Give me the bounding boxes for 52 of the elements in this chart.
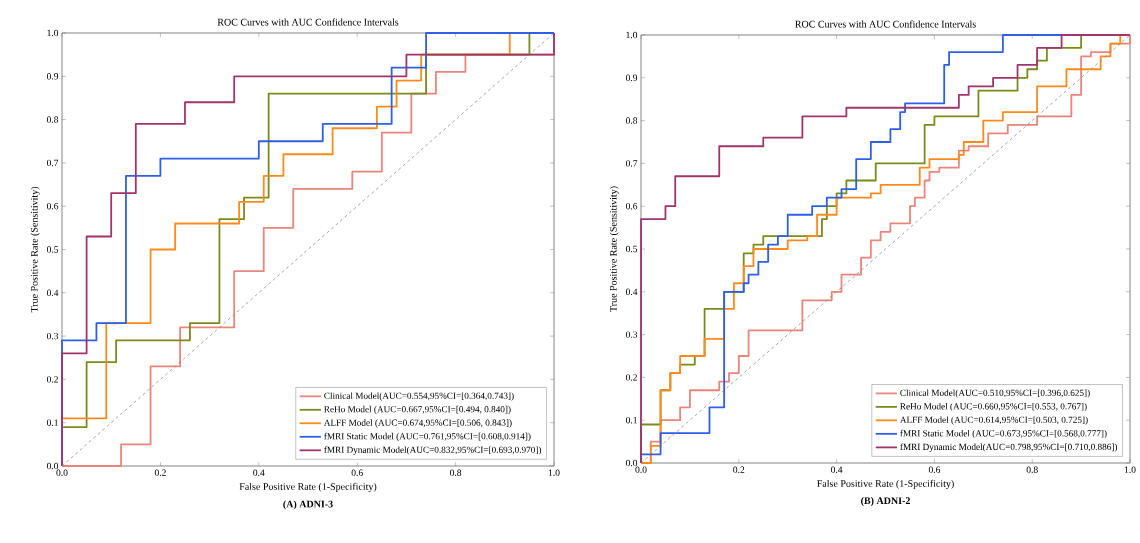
y-tick-label: 0.1 <box>625 416 637 424</box>
x-tick-label: 0.6 <box>351 469 363 476</box>
y-tick-label: 0.2 <box>625 374 637 381</box>
y-tick-label: 0.7 <box>46 159 59 167</box>
legend-label: ReHo Model (AUC=0.660,95%CI=[0.553, 0.767]) <box>900 402 1087 412</box>
legend-label: ALFF Model (AUC=0.614,95%CI=[0.503, 0.725]) <box>899 416 1088 425</box>
y-axis-title: True Positive Rate (Sensitivity) <box>609 186 619 312</box>
y-tick-label: 0.8 <box>46 116 59 123</box>
y-tick-label: 0.4 <box>625 288 638 296</box>
y-axis-title: True Positive Rate (Sensitivity) <box>30 186 40 313</box>
y-tick-label: 0.0 <box>625 459 638 467</box>
y-tick-label: 0.2 <box>46 376 58 383</box>
text: (B) ADNI-2 <box>861 496 910 507</box>
y-tick-label: 0.6 <box>625 202 638 210</box>
x-tick-label: 0.2 <box>154 469 166 476</box>
chart-title: ROC Curves with AUC Confidence Intervals <box>795 20 976 28</box>
y-tick-label: 1.0 <box>626 31 638 39</box>
line-series <box>61 32 555 467</box>
x-axis-title: False Positive Rate (1-Specificity) <box>817 479 954 490</box>
legend-label: fMRI Dynamic Model(AUC=0.798,95%CI=[0.710,0.886]) <box>900 443 1118 452</box>
legend-label: ALFF Model (AUC=0.674,95%CI=[0.506, 0.843]) <box>323 419 512 428</box>
x-tick-label: 1.0 <box>1124 466 1136 473</box>
y-tick-label: 0.4 <box>46 289 59 297</box>
chart-title: ROC Curves with AUC Confidence Intervals <box>217 18 399 26</box>
legend-label: Clinical Model(AUC=0.510,95%CI=[0.396,0.625]) <box>900 389 1090 398</box>
y-tick-label: 0.3 <box>625 331 638 338</box>
y-tick-label: 0.5 <box>625 245 638 253</box>
legend-label: fMRI Static Model (AUC=0.761,95%CI=[0.608,0.914]) <box>324 432 531 442</box>
y-tick-label: 0.9 <box>625 74 638 82</box>
x-tick-label: 0.2 <box>733 466 745 473</box>
x-tick-label: 0.0 <box>56 469 68 476</box>
y-tick-label: 0.1 <box>46 419 58 426</box>
x-tick-label: 0.4 <box>831 466 843 473</box>
y-tick-label: 0.7 <box>625 160 638 167</box>
y-tick-label: 0.8 <box>625 117 638 124</box>
x-axis-title: False Positive Rate (1-Specificity) <box>239 482 377 493</box>
y-tick-label: 0.6 <box>46 202 59 210</box>
legend-label: Clinical Model(AUC=0.554,95%CI=[0.364,0.743]) <box>324 392 514 401</box>
y-tick-label: 1.0 <box>47 29 59 37</box>
x-tick-label: 0.8 <box>450 469 462 476</box>
legend-label: fMRI Dynamic Model(AUC=0.832,95%CI=[0.693,0.970]) <box>324 446 542 455</box>
legend-label: fMRI Static Model (AUC=0.673,95%CI=[0.568,0.777]) <box>900 429 1107 439</box>
x-tick-label: 0.6 <box>928 466 941 473</box>
x-tick-label: 0.4 <box>253 469 265 476</box>
y-tick-label: 0.3 <box>46 332 59 340</box>
x-tick-label: 1.0 <box>548 469 560 476</box>
y-tick-label: 0.5 <box>46 246 59 253</box>
x-tick-label: 0.8 <box>1026 466 1038 473</box>
text: (A) ADNI-3 <box>283 500 333 510</box>
legend-label: ReHo Model (AUC=0.667,95%CI=[0.494, 0.840]) <box>324 405 511 415</box>
y-tick-label: 0.9 <box>46 73 59 80</box>
x-tick-label: 0.0 <box>635 466 647 473</box>
